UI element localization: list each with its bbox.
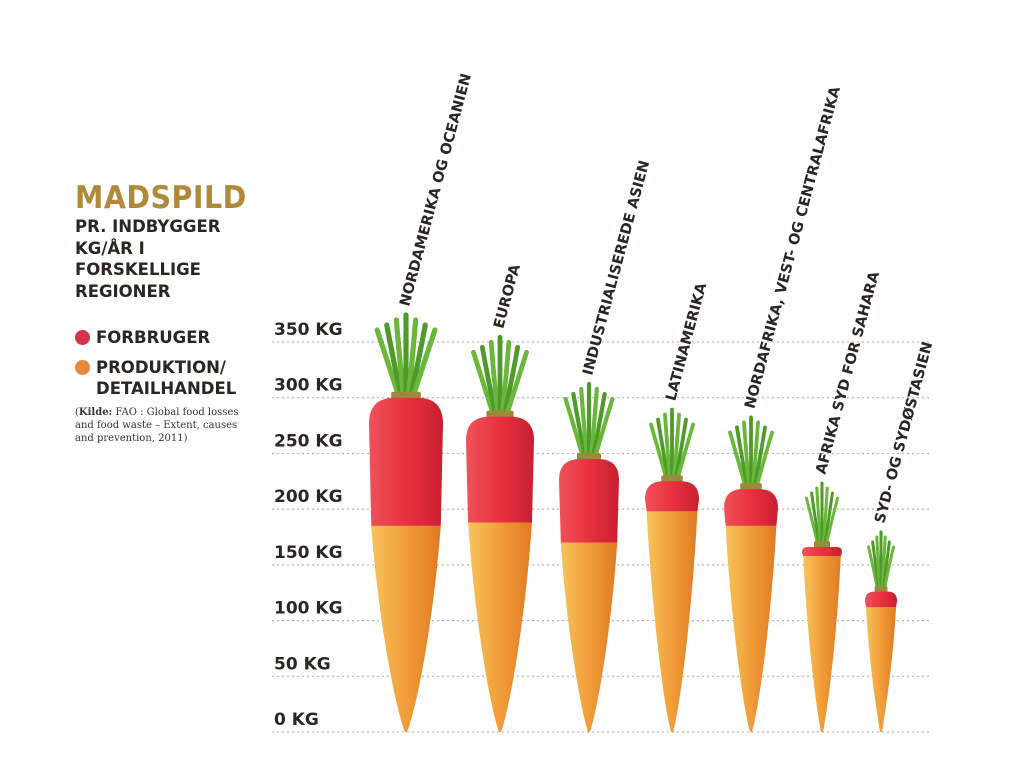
bar-segment-consumer (369, 397, 443, 526)
carrot-leaves (471, 334, 529, 422)
bar-segment-consumer (802, 547, 842, 556)
category-label: NORDAFRIKA, VEST- OG CENTRALAFRIKA (742, 84, 844, 410)
source-text: FAO : Global food losses and food waste … (75, 407, 239, 444)
bar-segment-consumer (466, 416, 534, 523)
bar-segment-production (371, 525, 441, 732)
carrot-leaves (563, 381, 615, 464)
source-label: Kilde: (78, 407, 113, 418)
bar-segment-consumer (724, 489, 778, 526)
carrot-leaves (728, 415, 774, 493)
bar-segment-consumer (865, 591, 897, 608)
carrot-bar: INDUSTRIALISEREDE ASIEN (559, 159, 653, 732)
y-tick-label: 200 KG (274, 487, 343, 507)
carrot-leaves (649, 407, 695, 486)
category-label: NORDAMERIKA OG OCEANIEN (397, 72, 475, 308)
legend-label-consumer: FORBRUGER (96, 328, 211, 347)
category-label: INDUSTRIALISEREDE ASIEN (580, 159, 653, 377)
bar-segment-production (865, 607, 897, 732)
legend-swatch-consumer (75, 330, 90, 345)
carrot-bar: SYD- OG SYDØSTASIEN (865, 340, 936, 732)
y-tick-label: 150 KG (274, 543, 343, 563)
carrot-bar: NORDAMERIKA OG OCEANIEN (369, 72, 475, 732)
y-tick-label: 100 KG (274, 599, 343, 619)
y-tick-label: 300 KG (274, 376, 343, 396)
carrot-leaves (867, 530, 895, 596)
carrot-leaves (804, 481, 840, 551)
bar-segment-production (646, 511, 698, 732)
chart-subtitle: PR. INDBYGGER KG/ÅR I FORSKELLIGE REGION… (75, 217, 221, 301)
y-tick-label: 350 KG (274, 320, 343, 340)
legend-label-production: PRODUKTION/ DETAILHANDEL (96, 358, 237, 398)
chart-title: MADSPILD (75, 180, 247, 216)
category-label: EUROPA (491, 262, 524, 330)
bar-segment-production (803, 555, 841, 732)
legend-swatch-production (75, 360, 90, 375)
category-label: AFRIKA SYD FOR SAHARA (813, 269, 883, 476)
category-label: SYD- OG SYDØSTASIEN (872, 340, 936, 525)
bar-segment-consumer (559, 459, 619, 543)
y-tick-label: 250 KG (274, 431, 343, 451)
carrot-bar: EUROPA (466, 262, 534, 732)
y-tick-label: 50 KG (274, 654, 331, 674)
bar-segment-production (725, 525, 777, 732)
source-note: (Kilde: FAO : Global food losses and foo… (75, 407, 239, 444)
legend-item-production: PRODUKTION/ DETAILHANDEL (75, 357, 236, 399)
y-tick-label: 0 KG (274, 710, 319, 730)
carrot-bar: LATINAMERIKA (645, 281, 710, 732)
bar-segment-consumer (645, 481, 699, 512)
carrot-leaves (374, 312, 438, 403)
legend-item-consumer: FORBRUGER (75, 327, 210, 348)
bar-segment-production (468, 522, 532, 732)
bar-segment-production (560, 542, 618, 732)
